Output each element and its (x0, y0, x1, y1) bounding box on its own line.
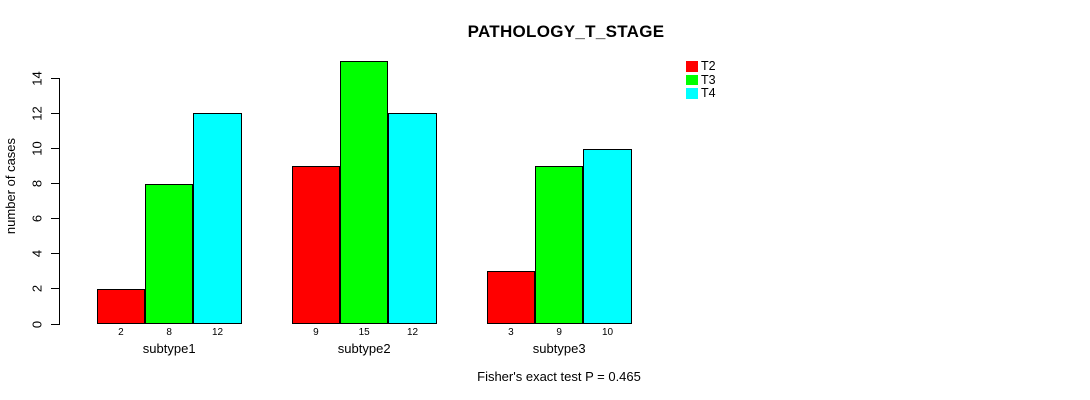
bar-subtype1-T2 (96, 288, 146, 324)
bar-value-label: 8 (166, 327, 172, 338)
y-tick-mark (51, 218, 59, 220)
bar-subtype3-T3 (535, 166, 584, 324)
stat-annotation: Fisher's exact test P = 0.465 (477, 369, 641, 384)
bar-value-label: 3 (508, 327, 514, 338)
y-tick-mark (51, 323, 59, 325)
bar-value-label: 2 (118, 327, 124, 338)
legend-item-T2: T2 (686, 60, 726, 73)
legend-swatch-T2 (686, 61, 698, 72)
legend-swatch-T3 (686, 74, 698, 86)
y-axis-line (59, 78, 60, 325)
bar-value-label: 9 (556, 327, 562, 338)
y-tick-mark (51, 148, 59, 149)
chart-title: PATHOLOGY_T_STAGE (467, 22, 665, 41)
bar-subtype1-T3 (145, 183, 194, 324)
bar-subtype2-T2 (291, 166, 341, 324)
y-tick-mark (51, 288, 59, 290)
legend-swatch-T4 (686, 88, 698, 99)
bar-value-label: 9 (313, 327, 319, 338)
bar-value-label: 12 (211, 327, 224, 338)
bar-subtype2-T4 (388, 113, 437, 324)
y-tick-mark (51, 253, 59, 255)
y-tick-mark (51, 112, 59, 114)
y-tick-mark (51, 183, 59, 185)
x-category-label-subtype3: subtype3 (532, 341, 586, 356)
y-tick-mark (51, 77, 59, 79)
bar-value-label: 12 (406, 327, 419, 338)
bar-subtype3-T4 (583, 148, 632, 324)
x-category-label-subtype1: subtype1 (142, 341, 196, 356)
legend-item-T4: T4 (686, 87, 726, 100)
x-category-label-subtype2: subtype2 (337, 341, 391, 356)
legend-item-T3: T3 (686, 72, 726, 87)
bar-subtype2-T3 (340, 60, 389, 324)
bar-subtype1-T4 (193, 113, 242, 324)
bar-subtype3-T2 (486, 271, 536, 324)
bar-value-label: 15 (358, 327, 370, 338)
legend-label: T2 (701, 59, 716, 73)
legend-label: T3 (701, 72, 716, 87)
bar-value-label: 10 (601, 327, 614, 338)
legend-label: T4 (701, 86, 716, 101)
